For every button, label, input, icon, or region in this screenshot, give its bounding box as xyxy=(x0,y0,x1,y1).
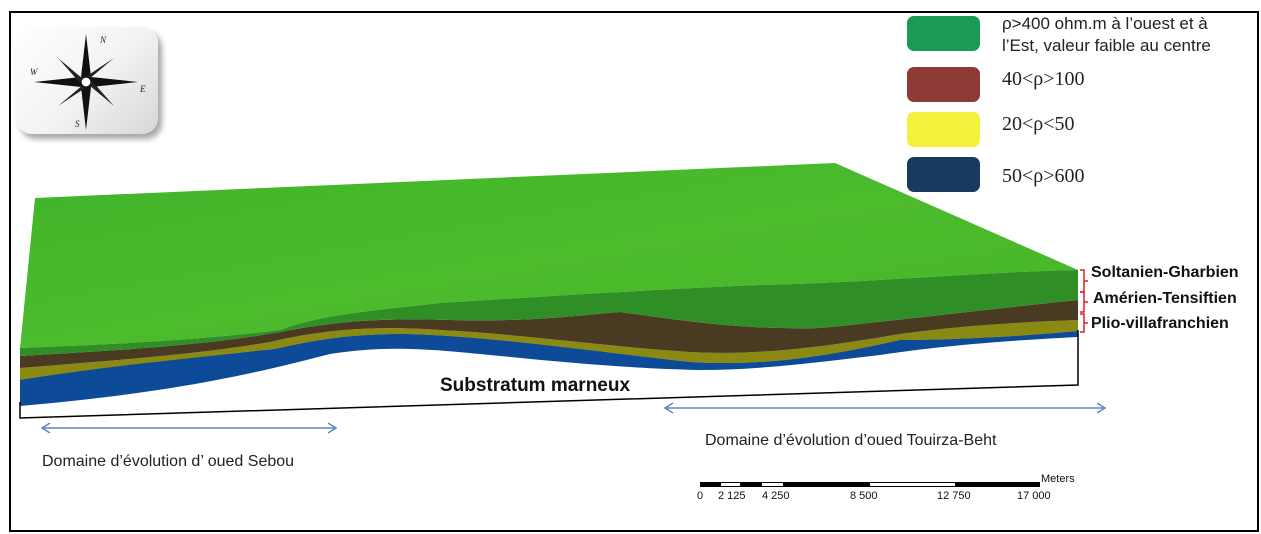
scale-tick-17000: 17 000 xyxy=(1017,490,1051,502)
substratum-label: Substratum marneux xyxy=(440,375,631,396)
compass-south-label: S xyxy=(75,119,80,129)
compass-panel: N S W E xyxy=(16,27,158,134)
figure-frame xyxy=(9,11,1259,532)
domain-label-sebou: Domaine d’évolution d’ oued Sebou xyxy=(42,453,295,470)
compass-rose-icon: N S W E xyxy=(30,34,146,130)
substratum-layer-body xyxy=(20,331,1078,406)
legend-swatch-50-600 xyxy=(907,157,980,192)
amerien-layer xyxy=(20,300,1078,368)
soltanien-layer xyxy=(20,270,1078,356)
touirza-arrow xyxy=(663,402,1107,414)
legend-label-40-100: 40<ρ>100 xyxy=(1002,68,1085,90)
legend-swatch-high-resistivity xyxy=(907,16,980,51)
top-surface xyxy=(20,163,1078,348)
scale-tick-0: 0 xyxy=(697,490,704,502)
layer-brackets xyxy=(1080,269,1088,333)
layer-label-plio: Plio-villafranchien xyxy=(1091,315,1229,332)
scale-tick-12750: 12 750 xyxy=(937,490,971,502)
scale-tick-8500: 8 500 xyxy=(850,490,878,502)
scale-unit-label: Meters xyxy=(1041,473,1075,485)
compass-east-label: E xyxy=(139,84,146,94)
compass-north-label: N xyxy=(99,35,107,45)
substratum-bracket xyxy=(19,330,1079,419)
plio-layer xyxy=(20,320,1078,380)
legend-swatch-40-100 xyxy=(907,67,980,102)
legend-label-50-600: 50<ρ>600 xyxy=(1002,165,1085,187)
domain-label-touirza: Domaine d’évolution d’oued Touirza-Beht xyxy=(705,432,997,449)
scale-tick-4250: 4 250 xyxy=(762,490,790,502)
legend-label-high-resistivity: ρ>400 ohm.m à l’ouest et à l’Est, valeur… xyxy=(1002,14,1211,55)
scale-bar xyxy=(700,482,1040,487)
layer-label-soltanien: Soltanien-Gharbien xyxy=(1091,264,1239,281)
compass-west-label: W xyxy=(30,67,39,77)
legend-swatch-20-50 xyxy=(907,112,980,147)
scale-tick-2125: 2 125 xyxy=(718,490,746,502)
legend-label-20-50: 20<ρ<50 xyxy=(1002,113,1075,135)
layer-label-amerien: Amérien-Tensiftien xyxy=(1093,290,1237,307)
sebou-arrow xyxy=(40,422,338,434)
